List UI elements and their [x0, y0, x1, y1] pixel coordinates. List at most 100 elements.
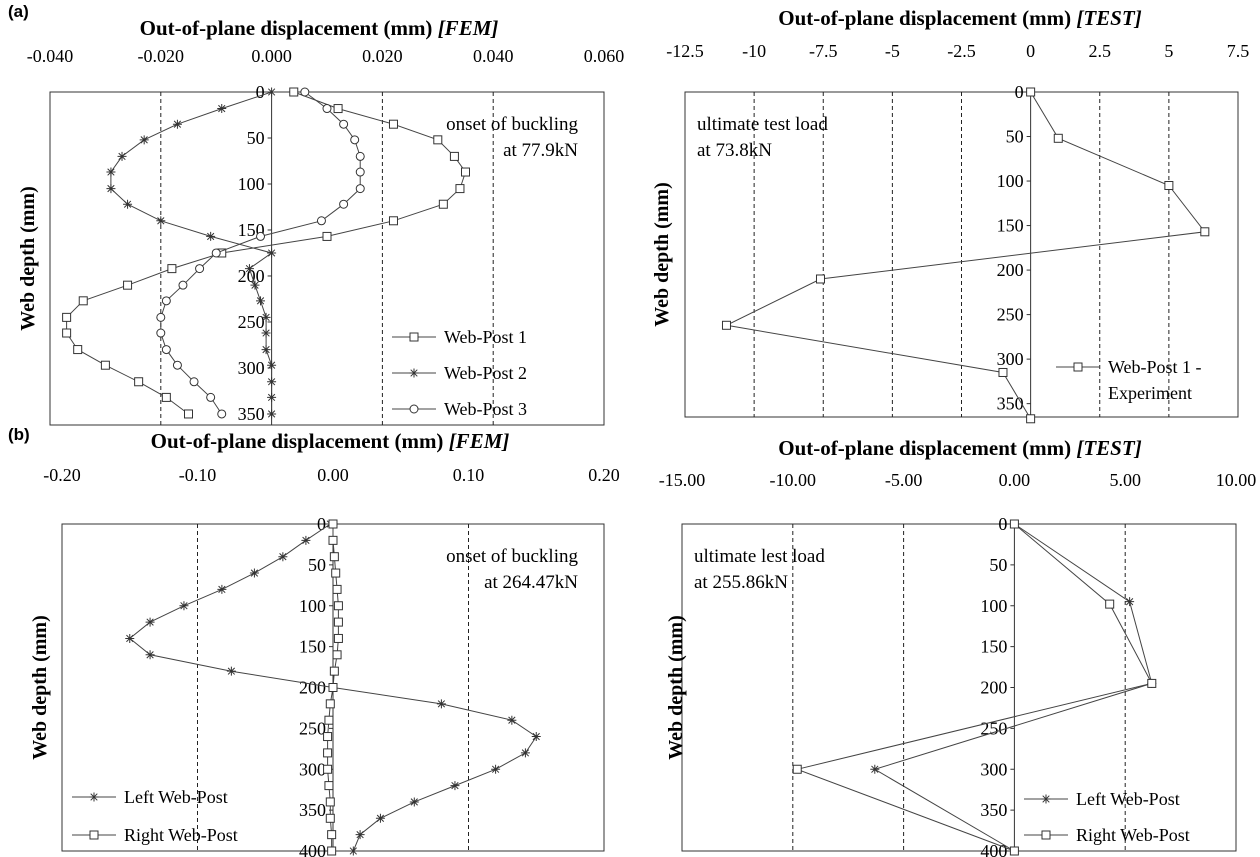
y-tick-label: 350 — [238, 404, 265, 424]
x-tick-label: 0.10 — [453, 465, 485, 485]
data-point — [161, 296, 171, 306]
data-point — [256, 296, 266, 306]
annotation-text: at 255.86kN — [694, 572, 788, 593]
x-tick-label: -0.10 — [179, 465, 217, 485]
y-tick-label: 100 — [997, 171, 1024, 191]
chart-title-main: Out-of-plane displacement (mm) — [151, 429, 449, 453]
data-point — [328, 535, 338, 545]
chart-a-test: Out-of-plane displacement (mm) [TEST] -12… — [651, 6, 1249, 424]
data-point — [491, 764, 501, 774]
legend-label: Right Web-Post — [1076, 825, 1190, 845]
legend-item: Web-Post 3 — [392, 399, 527, 419]
data-point — [322, 104, 332, 114]
legend-marker — [1073, 362, 1083, 372]
data-point — [324, 781, 334, 791]
data-point — [438, 199, 448, 209]
data-point — [217, 409, 227, 419]
data-point — [333, 617, 343, 627]
data-point — [450, 781, 460, 791]
data-point — [117, 151, 127, 161]
series-2 — [106, 87, 277, 419]
y-tick-label: 50 — [989, 555, 1007, 575]
x-tick-label: -0.020 — [138, 46, 185, 66]
data-point — [1125, 597, 1135, 607]
data-point — [106, 167, 116, 177]
x-tick-label: -12.5 — [666, 41, 704, 61]
annotation-text: at 264.47kN — [484, 572, 578, 593]
legend: Web-Post 1 Web-Post 2 Web-Post 3 — [392, 327, 527, 419]
data-point — [323, 748, 333, 758]
data-point — [350, 135, 360, 145]
data-point — [250, 280, 260, 290]
x-tick-label: 0.020 — [362, 46, 403, 66]
y-tick-label: 200 — [980, 678, 1007, 698]
annotation-text: at 73.8kN — [697, 140, 772, 161]
panel-label-b: (b) — [8, 425, 30, 444]
data-point — [267, 248, 277, 258]
data-point — [1009, 519, 1019, 529]
annotation-text: ultimate lest load — [694, 546, 825, 567]
x-tick-label: 10.00 — [1216, 470, 1257, 490]
legend-item: Right Web-Post — [1024, 825, 1190, 845]
data-point — [325, 797, 335, 807]
legend-label: Left Web-Post — [124, 787, 228, 807]
data-point — [323, 732, 333, 742]
legend-marker — [409, 368, 419, 378]
data-point — [355, 167, 365, 177]
data-point — [998, 367, 1008, 377]
series-line — [724, 91, 1206, 420]
chart-title-tag: [TEST] — [1076, 6, 1141, 30]
data-point — [211, 248, 221, 258]
data-point — [339, 199, 349, 209]
x-tick-label: -0.040 — [27, 46, 74, 66]
chart-title-tag: [TEST] — [1076, 436, 1141, 460]
plot-frame — [681, 523, 1237, 852]
legend-item: Left Web-Post — [72, 787, 228, 807]
x-tick-label: 0.060 — [584, 46, 625, 66]
y-tick-label: 200 — [299, 678, 326, 698]
data-point — [1164, 180, 1174, 190]
chart-b-fem: Out-of-plane displacement (mm) [FEM] -0.2… — [29, 429, 620, 857]
x-tick-label: 0.000 — [251, 46, 292, 66]
legend-item: Web-Post 1 - Experiment — [1056, 357, 1202, 403]
y-tick-label: 300 — [997, 349, 1024, 369]
x-tick-label: 0.00 — [999, 470, 1031, 490]
series-2 — [323, 519, 343, 856]
data-point — [339, 119, 349, 129]
legend-label: Web-Post 3 — [444, 399, 527, 419]
legend-label: Left Web-Post — [1076, 789, 1180, 809]
y-tick-label: 100 — [980, 596, 1007, 616]
data-point — [507, 715, 517, 725]
data-point — [261, 312, 271, 322]
x-tick-label: -2.5 — [947, 41, 976, 61]
data-point — [261, 345, 271, 355]
data-point — [217, 584, 227, 594]
series-1 — [721, 87, 1210, 424]
legend-label: Experiment — [1108, 383, 1192, 403]
data-point — [179, 601, 189, 611]
chart-title: Out-of-plane displacement (mm) [FEM] — [151, 429, 510, 453]
chart-title-tag: [FEM] — [449, 429, 510, 453]
chart-title-main: Out-of-plane displacement (mm) — [778, 6, 1076, 30]
data-point — [1105, 599, 1115, 609]
legend-marker — [1041, 830, 1051, 840]
data-point — [267, 409, 277, 419]
data-point — [1026, 87, 1036, 97]
data-point — [324, 715, 334, 725]
y-tick-label: 150 — [980, 637, 1007, 657]
legend: Left Web-Post Right Web-Post — [72, 787, 238, 845]
y-tick-label: 350 — [980, 800, 1007, 820]
y-axis-title: Web depth (mm) — [651, 182, 673, 326]
data-point — [78, 296, 88, 306]
data-point — [178, 280, 188, 290]
y-tick-label: 0 — [256, 82, 265, 102]
data-point — [289, 87, 299, 97]
data-point — [355, 184, 365, 194]
legend-item: Web-Post 2 — [392, 363, 527, 383]
data-point — [375, 813, 385, 823]
data-point — [172, 119, 182, 129]
annotation-text: onset of buckling — [446, 114, 578, 135]
y-tick-label: 250 — [238, 312, 265, 332]
data-point — [145, 650, 155, 660]
data-point — [520, 748, 530, 758]
